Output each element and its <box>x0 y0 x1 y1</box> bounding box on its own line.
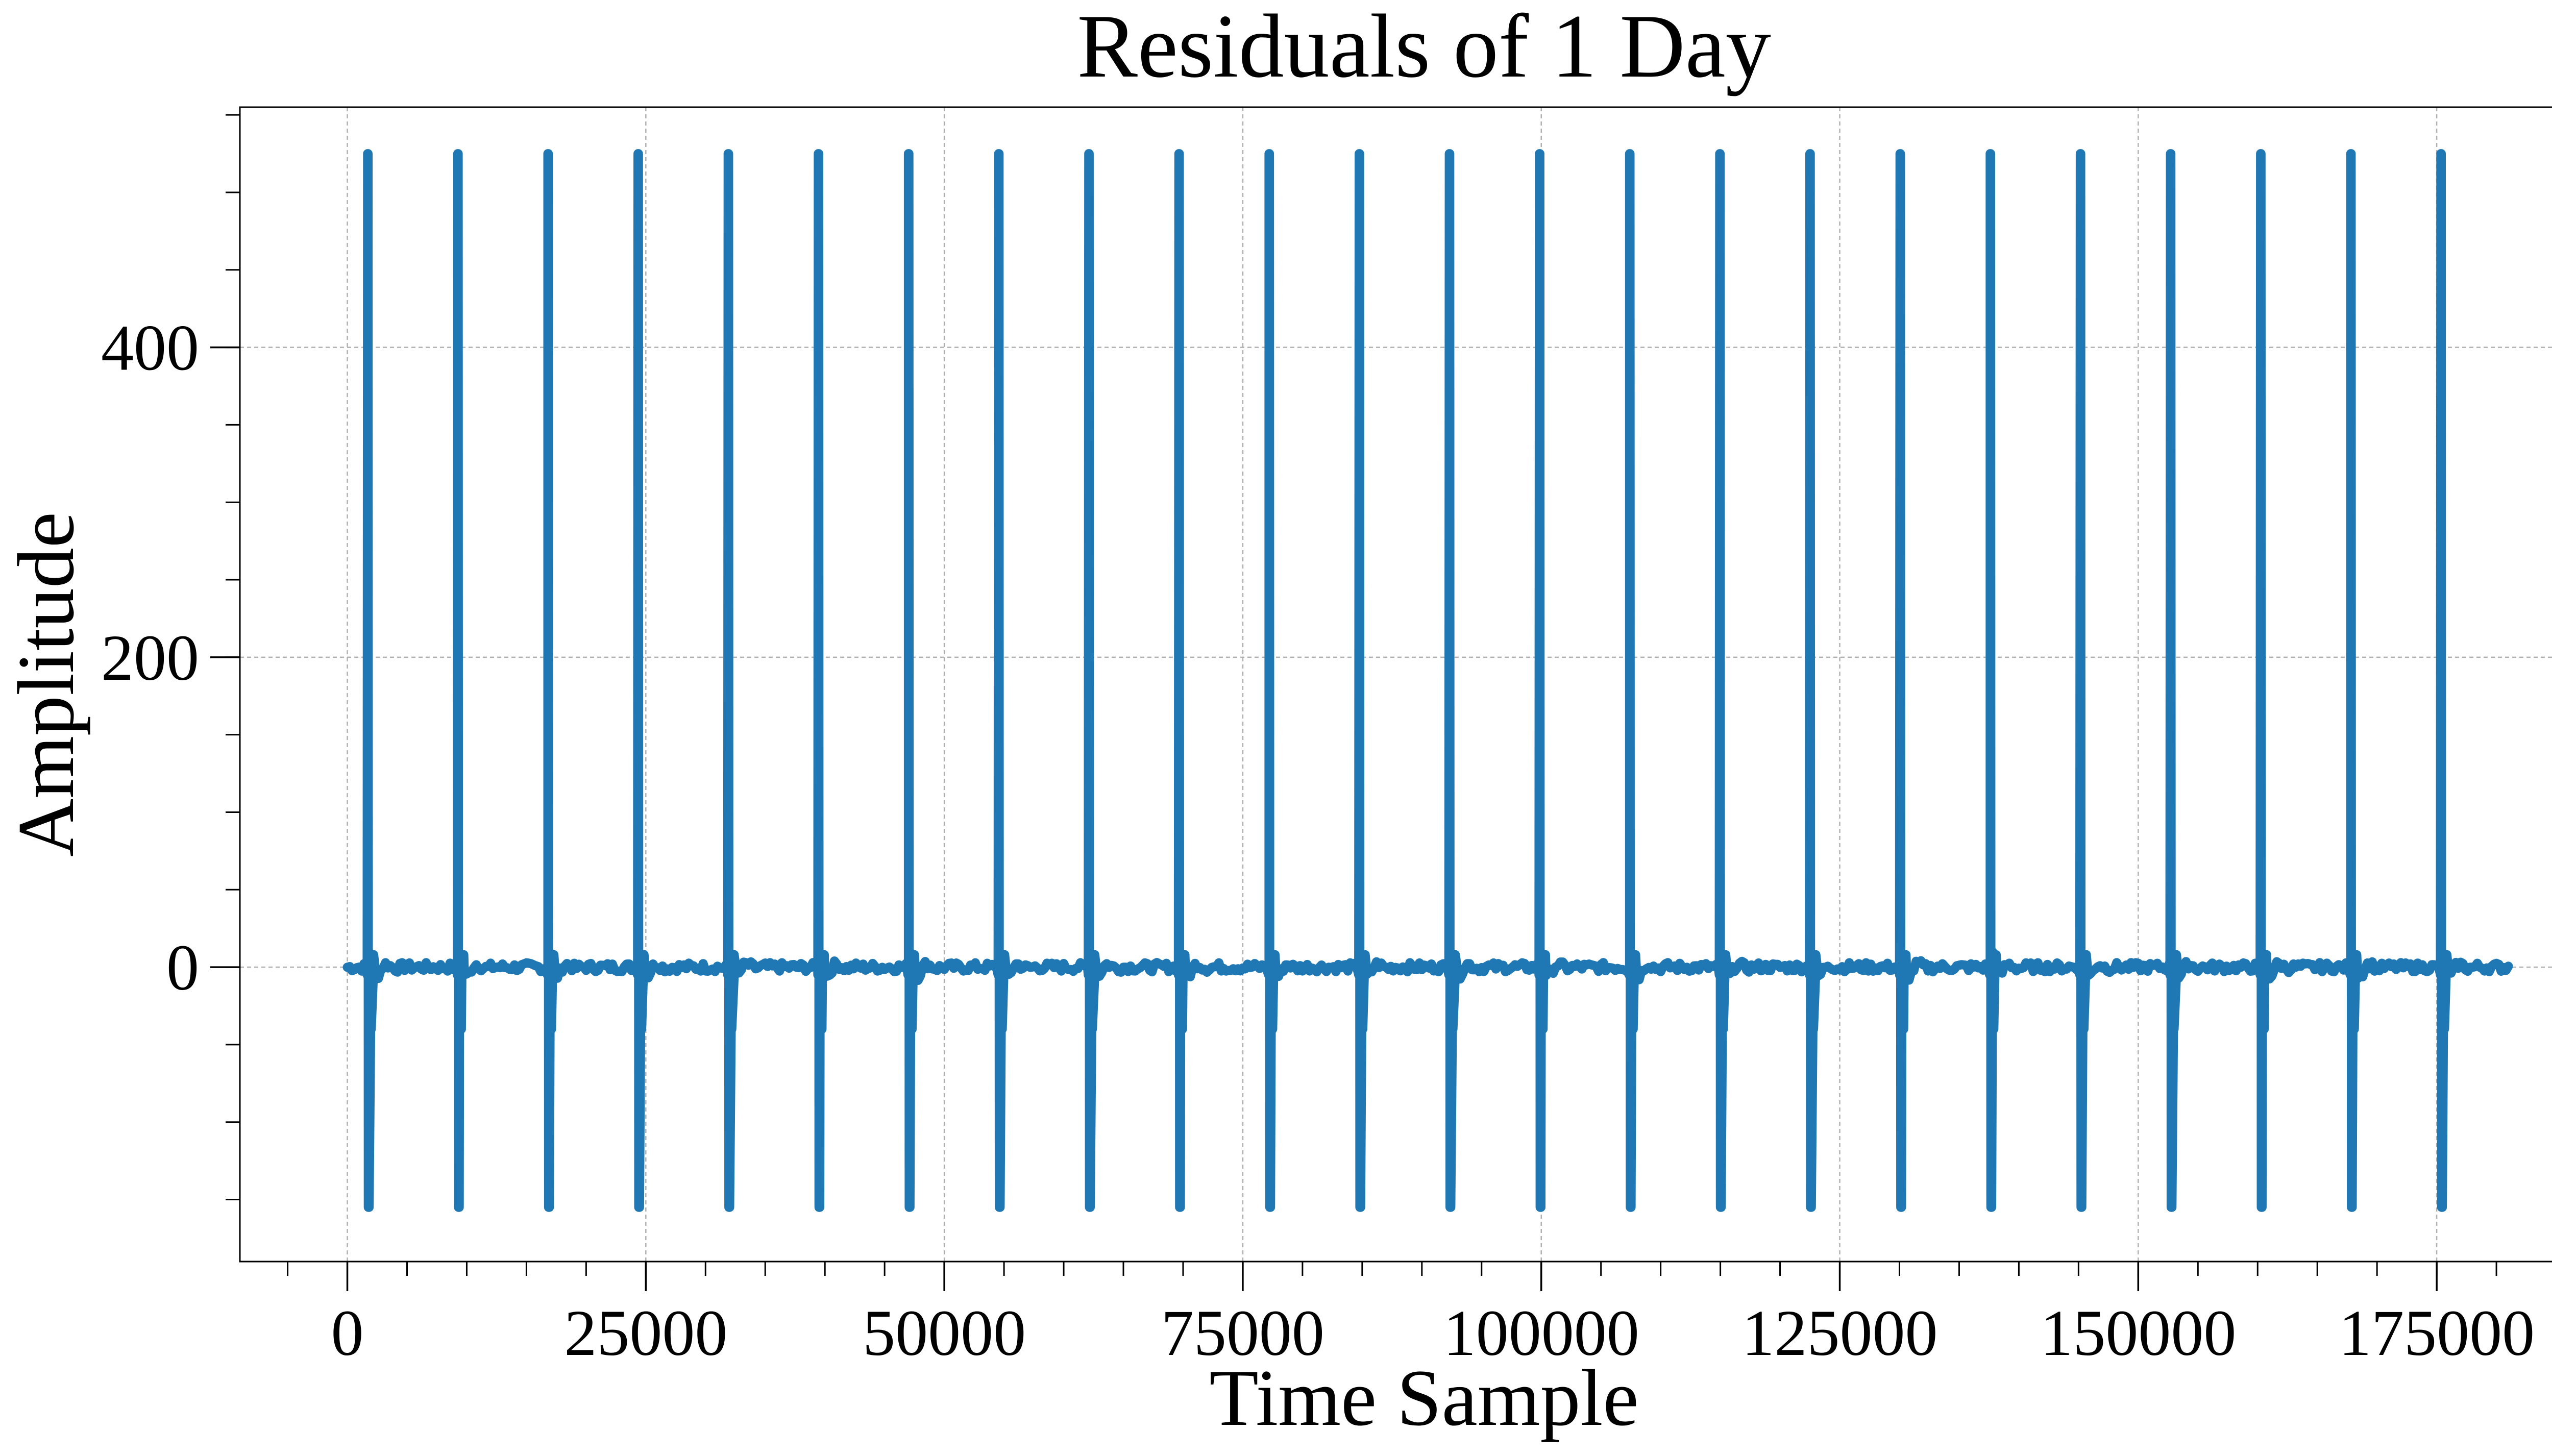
x-tick-label: 0 <box>331 1297 364 1369</box>
x-axis-label: Time Sample <box>1209 1353 1638 1443</box>
series-layer <box>342 149 2513 1212</box>
x-tick-label: 50000 <box>863 1297 1026 1369</box>
y-axis-label: Amplitude <box>2 512 91 857</box>
x-tick-label: 75000 <box>1161 1297 1324 1369</box>
x-tick-label: 25000 <box>564 1297 727 1369</box>
y-tick-label: 400 <box>101 312 199 384</box>
x-tick-label: 175000 <box>2339 1297 2535 1369</box>
y-tick-label: 200 <box>101 622 199 694</box>
axis-ticks: 0 25000 50000 75000 100000 125000 150000 175000… <box>101 114 2535 1369</box>
x-tick-label: 150000 <box>2040 1297 2236 1369</box>
x-tick-label: 100000 <box>1443 1297 1639 1369</box>
residuals-series-line <box>342 149 2513 1212</box>
x-tick-label: 125000 <box>1742 1297 1938 1369</box>
chart-title: Residuals of 1 Day <box>1077 0 1771 96</box>
plot-frame <box>239 106 2552 1263</box>
y-tick-label: 0 <box>166 931 199 1004</box>
